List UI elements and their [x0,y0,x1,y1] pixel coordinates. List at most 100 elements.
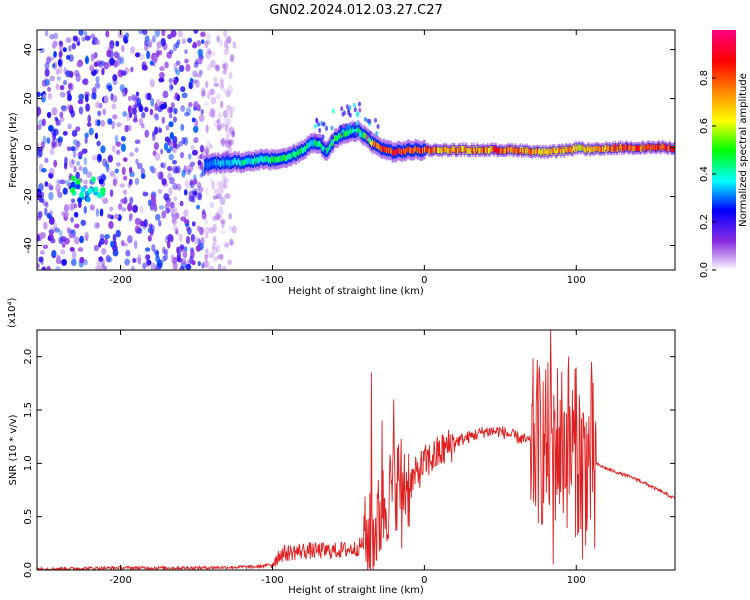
noise-speckle [38,182,44,192]
noise-speckle [224,139,231,148]
plume-speckle [313,123,317,129]
noise-speckle [45,30,49,37]
noise-speckle [201,87,206,94]
signal-core [415,146,418,152]
noise-speckle [107,118,113,125]
noise-speckle [123,189,127,195]
noise-speckle [168,78,173,83]
noise-speckle [192,41,197,48]
signal-core [230,160,233,166]
signal-core [278,156,281,163]
plume-speckle [348,123,352,129]
noise-speckle [204,232,209,240]
noise-speckle [129,196,134,205]
noise-speckle [119,198,126,204]
signal-core [451,145,454,152]
noise-speckle [115,229,122,238]
noise-speckle [95,76,100,84]
noise-speckle [100,60,106,66]
noise-speckle [219,80,225,86]
signal-core [372,139,374,146]
noise-speckle [135,158,139,165]
signal-core [294,151,297,158]
signal-core [594,145,596,152]
noise-speckle [47,183,52,189]
noise-speckle [213,239,217,245]
noise-speckle [193,236,199,245]
signal-core [651,144,654,151]
noise-speckle [158,205,165,210]
noise-speckle [150,165,155,174]
y-tick-label: 2.0 [23,349,34,365]
signal-core [434,145,437,152]
noise-speckle [73,165,77,173]
noise-speckle [188,101,193,108]
signal-core [204,162,206,169]
signal-core [334,135,337,141]
noise-speckle [149,108,154,116]
signal-core [476,145,478,152]
noise-speckle [170,254,175,262]
noise-speckle [46,111,52,119]
snr-multiplier: (x10⁴) [7,297,18,328]
noise-speckle [59,117,65,122]
hot-spot-blob [85,196,91,203]
noise-speckle [221,173,226,180]
signal-core [243,160,246,167]
noise-speckle [216,124,222,131]
noise-speckle [151,35,156,43]
noise-speckle [111,120,115,130]
noise-speckle [44,181,49,187]
noise-speckle [44,157,49,163]
signal-core [276,156,279,163]
noise-speckle [84,94,89,103]
signal-core [500,147,503,154]
noise-speckle [111,103,117,110]
signal-core [436,147,439,154]
noise-speckle [106,49,112,58]
noise-speckle [79,256,85,264]
noise-speckle [191,259,196,266]
noise-speckle [224,242,230,249]
signal-core [352,129,355,136]
noise-speckle [226,37,232,44]
noise-speckle [123,36,129,44]
signal-core [562,147,565,154]
signal-core [435,147,438,154]
noise-speckle [230,130,235,138]
signal-core [529,148,532,155]
noise-speckle [65,54,71,60]
noise-speckle [76,160,81,166]
signal-core [460,148,462,155]
noise-speckle [154,265,159,270]
noise-speckle [208,265,215,270]
signal-core [338,132,340,139]
noise-speckle [213,188,219,195]
noise-speckle [48,216,55,225]
signal-core [557,147,559,154]
signal-core [234,157,237,164]
noise-speckle [193,125,199,134]
noise-speckle [150,97,155,107]
noise-speckle [51,141,55,150]
noise-speckle [206,140,211,150]
signal-core [506,147,508,154]
signal-core [232,159,235,166]
noise-speckle [78,151,84,157]
noise-speckle [216,35,220,43]
noise-speckle [68,203,74,211]
noise-speckle [182,251,188,259]
noise-speckle [221,63,227,70]
signal-core [583,146,586,153]
noise-speckle [190,145,195,151]
x-tick-label: 100 [567,575,586,586]
signal-core [250,157,253,164]
noise-speckle [146,50,151,60]
signal-core [650,144,653,151]
signal-core [513,147,516,154]
plume-speckle [355,132,359,138]
noise-speckle [87,114,92,124]
noise-speckle [196,73,202,78]
noise-speckle [172,135,178,145]
noise-speckle [213,82,220,88]
